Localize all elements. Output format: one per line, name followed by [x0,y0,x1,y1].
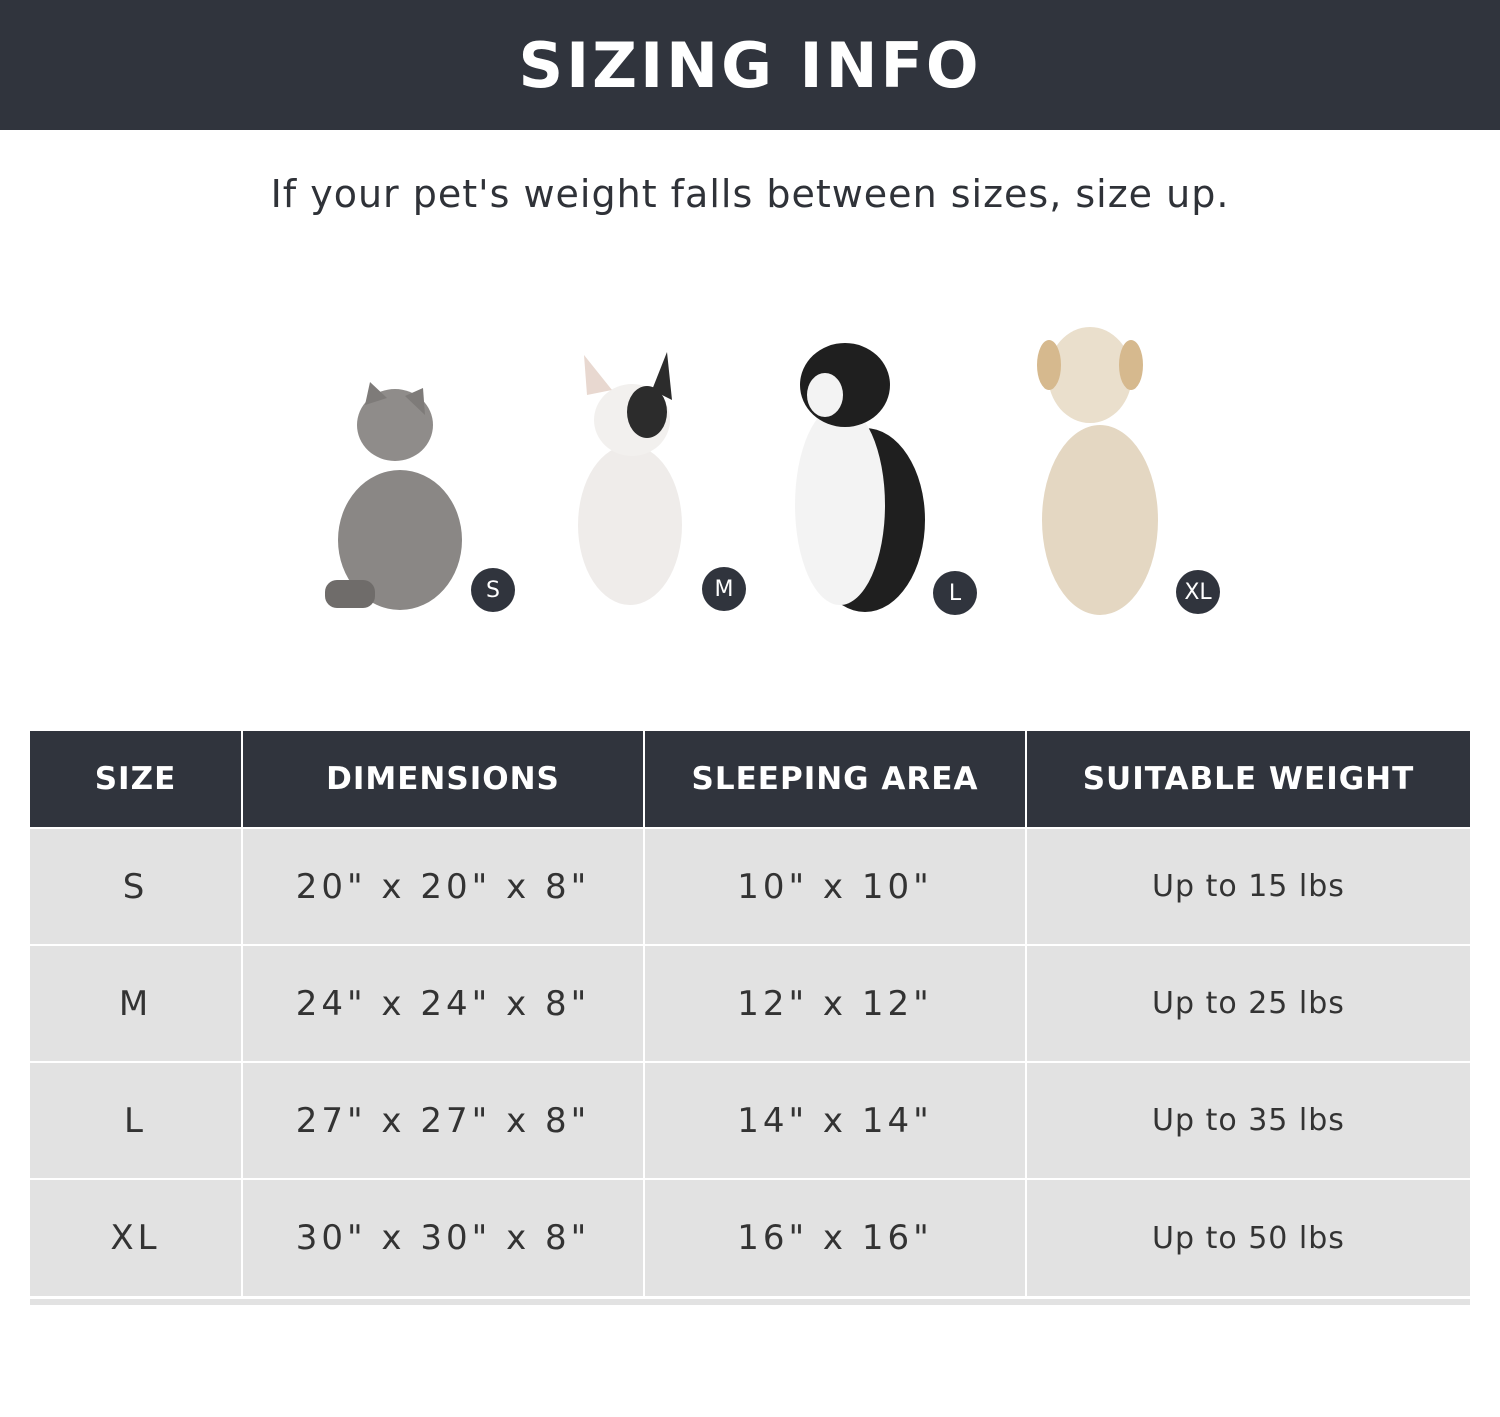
size-cell: XL [30,1178,243,1296]
header-size: SIZE [30,731,243,828]
size-badge-l: L [933,571,977,615]
size-badge-m: M [702,567,746,611]
page-title: SIZING INFO [518,28,982,102]
french-bulldog-image [578,352,682,605]
table-row: L 27" x 27" x 8" 14" x 14" Up to 35 lbs [30,1061,1470,1179]
title-banner: SIZING INFO [0,0,1500,130]
dimensions-cell: 27" x 27" x 8" [242,1061,645,1179]
weight-cell: Up to 35 lbs [1026,1061,1470,1179]
table-row: XL 30" x 30" x 8" 16" x 16" Up to 50 lbs [30,1178,1470,1296]
size-cell: L [30,1061,243,1179]
weight-cell: Up to 50 lbs [1026,1178,1470,1296]
sizing-tip: If your pet's weight falls between sizes… [270,172,1230,216]
dimensions-cell: 30" x 30" x 8" [242,1178,645,1296]
table-row: M 24" x 24" x 8" 12" x 12" Up to 25 lbs [30,944,1470,1062]
header-sleeping-area: SLEEPING AREA [644,731,1027,828]
sleeping-area-cell: 12" x 12" [644,944,1027,1062]
labrador-image [1037,327,1158,615]
weight-cell: Up to 25 lbs [1026,944,1470,1062]
border-collie-image [795,343,925,612]
sleeping-area-cell: 16" x 16" [644,1178,1027,1296]
size-badge-s: S [471,568,515,612]
table-bottom-strip [30,1299,1470,1305]
table-header-row: SIZE DIMENSIONS SLEEPING AREA SUITABLE W… [30,731,1470,828]
sleeping-area-cell: 14" x 14" [644,1061,1027,1179]
size-cell: M [30,944,243,1062]
header-suitable-weight: SUITABLE WEIGHT [1026,731,1470,828]
sizing-table: SIZE DIMENSIONS SLEEPING AREA SUITABLE W… [30,731,1470,1296]
size-cell: S [30,827,243,945]
weight-cell: Up to 15 lbs [1026,827,1470,945]
size-badge-xl: XL [1176,570,1220,614]
dimensions-cell: 20" x 20" x 8" [242,827,645,945]
cat-image [325,382,462,610]
header-dimensions: DIMENSIONS [242,731,645,828]
sleeping-area-cell: 10" x 10" [644,827,1027,945]
table-row: S 20" x 20" x 8" 10" x 10" Up to 15 lbs [30,827,1470,945]
dimensions-cell: 24" x 24" x 8" [242,944,645,1062]
